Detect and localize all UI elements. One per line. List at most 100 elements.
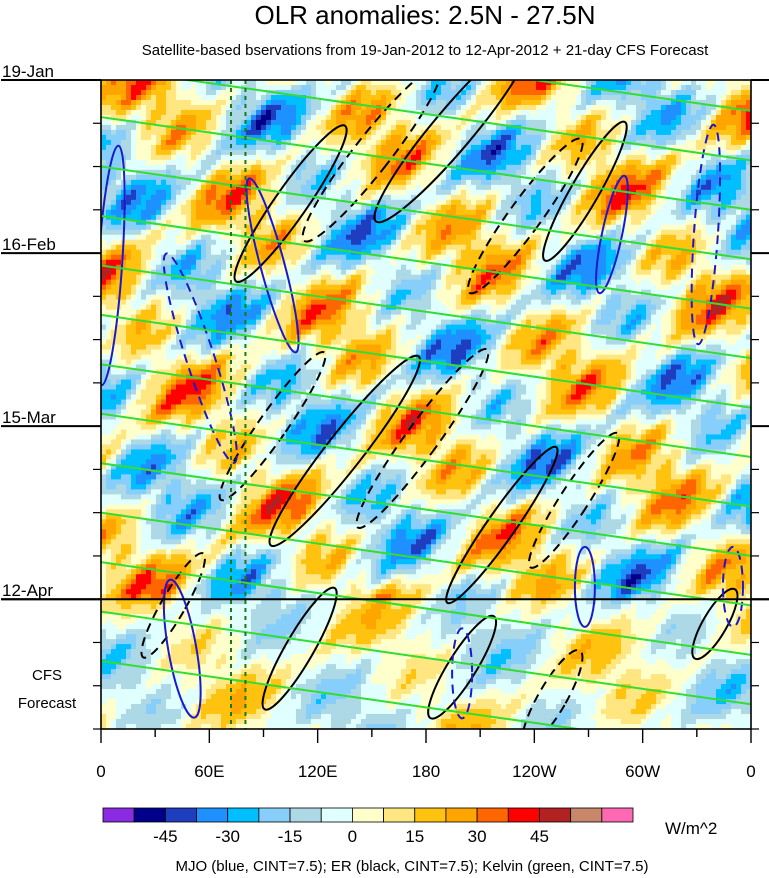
heat-cell xyxy=(311,234,317,241)
heat-cell xyxy=(101,189,107,196)
heat-cell xyxy=(596,214,602,221)
heat-cell xyxy=(451,119,457,126)
heat-cell xyxy=(736,244,742,251)
heat-cell xyxy=(546,89,552,96)
heat-cell xyxy=(351,234,357,241)
heat-cell xyxy=(336,189,342,196)
heat-cell xyxy=(151,229,157,236)
heat-cell xyxy=(466,164,472,171)
heat-cell xyxy=(216,194,222,201)
heat-cell xyxy=(156,204,162,211)
heat-cell xyxy=(706,259,712,266)
heat-cell xyxy=(186,239,192,246)
heat-cell xyxy=(666,169,672,176)
heat-cell xyxy=(436,204,442,211)
heat-cell xyxy=(326,229,332,236)
heat-cell xyxy=(281,134,287,141)
heat-cell xyxy=(721,194,727,201)
heat-cell xyxy=(401,114,407,121)
heat-cell xyxy=(201,199,207,206)
heat-cell xyxy=(696,174,702,181)
heat-cell xyxy=(576,154,582,161)
heat-cell xyxy=(151,164,157,171)
heat-cell xyxy=(536,214,542,221)
heat-cell xyxy=(326,254,332,261)
heat-cell xyxy=(461,109,467,116)
heat-cell xyxy=(531,219,537,226)
heat-cell xyxy=(301,164,307,171)
heat-cell xyxy=(501,219,507,226)
heat-cell xyxy=(206,94,212,101)
heat-cell xyxy=(391,229,397,236)
heat-cell xyxy=(146,144,152,151)
heat-cell xyxy=(546,84,552,91)
heat-cell xyxy=(556,254,562,261)
heat-cell xyxy=(681,114,687,121)
heat-cell xyxy=(426,89,432,96)
heat-cell xyxy=(646,254,652,261)
heat-cell xyxy=(616,239,622,246)
heat-cell xyxy=(696,134,702,141)
heat-cell xyxy=(246,169,252,176)
heat-cell xyxy=(561,119,567,126)
heat-cell xyxy=(291,104,297,111)
heat-cell xyxy=(476,159,482,166)
heat-cell xyxy=(571,94,577,101)
heat-cell xyxy=(511,154,517,161)
heat-cell xyxy=(571,214,577,221)
heat-cell xyxy=(591,104,597,111)
heat-cell xyxy=(341,129,347,136)
heat-cell xyxy=(641,89,647,96)
heat-cell xyxy=(416,149,422,156)
heat-cell xyxy=(101,219,107,226)
heat-cell xyxy=(311,174,317,181)
heat-cell xyxy=(391,139,397,146)
heat-cell xyxy=(681,129,687,136)
heat-cell xyxy=(621,184,627,191)
heat-cell xyxy=(431,239,437,246)
heat-cell xyxy=(256,94,262,101)
heat-cell xyxy=(591,154,597,161)
heat-cell xyxy=(486,214,492,221)
heat-cell xyxy=(451,134,457,141)
heat-cell xyxy=(346,154,352,161)
heat-cell xyxy=(296,119,302,126)
heat-cell xyxy=(421,219,427,226)
heat-cell xyxy=(321,129,327,136)
heat-cell xyxy=(461,164,467,171)
heat-cell xyxy=(406,84,412,91)
heat-cell xyxy=(231,179,237,186)
heat-cell xyxy=(141,80,147,86)
heat-cell xyxy=(621,239,627,246)
heat-cell xyxy=(701,134,707,141)
heat-cell xyxy=(536,199,542,206)
heat-cell xyxy=(456,259,462,266)
heat-cell xyxy=(191,194,197,201)
heat-cell xyxy=(446,244,452,251)
heat-cell xyxy=(621,164,627,171)
heat-cell xyxy=(416,239,422,246)
heat-cell xyxy=(136,159,142,166)
heat-cell xyxy=(136,80,142,86)
heat-cell xyxy=(546,174,552,181)
heat-cell xyxy=(116,204,122,211)
heat-cell xyxy=(296,129,302,136)
heat-cell xyxy=(221,264,227,271)
heat-cell xyxy=(151,154,157,161)
heat-cell xyxy=(726,134,732,141)
heat-cell xyxy=(686,194,692,201)
heat-cell xyxy=(611,194,617,201)
heat-cell xyxy=(381,194,387,201)
heat-cell xyxy=(221,149,227,156)
heat-cell xyxy=(566,119,572,126)
heat-cell xyxy=(366,109,372,116)
heat-cell xyxy=(166,259,172,266)
heat-cell xyxy=(241,104,247,111)
heat-cell xyxy=(621,104,627,111)
heat-cell xyxy=(371,119,377,126)
heat-cell xyxy=(411,214,417,221)
heat-cell xyxy=(481,234,487,241)
heat-cell xyxy=(571,189,577,196)
heat-cell xyxy=(601,174,607,181)
heat-cell xyxy=(266,109,272,116)
